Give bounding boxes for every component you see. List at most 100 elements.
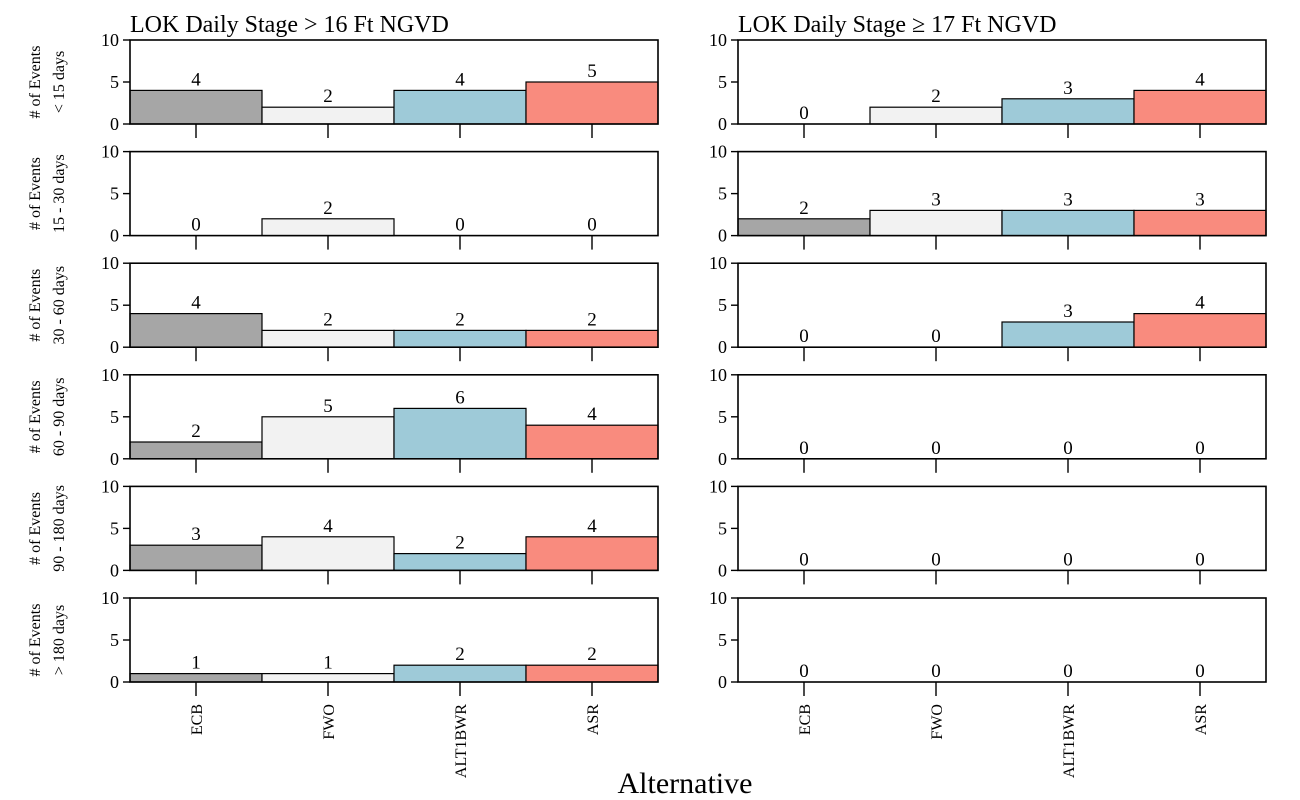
bar-ecb xyxy=(129,313,263,348)
y-tick-label: 0 xyxy=(718,672,727,692)
y-tick-label: 10 xyxy=(709,253,727,273)
bar-asr xyxy=(1133,89,1267,125)
y-tick-label: 10 xyxy=(101,142,119,162)
bar-value-label: 4 xyxy=(191,293,201,314)
bar-value-label: 3 xyxy=(931,189,941,210)
plot-frame xyxy=(737,373,1267,460)
panel-title-0: LOK Daily Stage > 16 Ft NGVD xyxy=(130,12,449,38)
bar-value-label: 0 xyxy=(931,549,941,570)
bar-value-label: 2 xyxy=(191,421,201,442)
bar-fwo xyxy=(261,672,395,683)
y-tick-label: 5 xyxy=(110,407,119,427)
y-tick-label: 10 xyxy=(101,476,119,496)
panel-r2-c1: 0 0 3 4 0 5 10 xyxy=(709,253,1267,362)
y-tick-label: 10 xyxy=(101,30,119,50)
x-tick-label-asr: ASR xyxy=(1193,704,1210,735)
panel-title-1: LOK Daily Stage ≥ 17 Ft NGVD xyxy=(738,12,1056,38)
y-tick-label: 0 xyxy=(718,560,727,580)
bar-value-label: 2 xyxy=(455,533,465,554)
bar-value-label: 0 xyxy=(931,438,941,459)
y-axis-label-row-4: # of Events 90 - 180 days xyxy=(27,485,68,572)
bar-value-label: 4 xyxy=(1195,293,1205,314)
bar-value-label: 3 xyxy=(1063,78,1073,99)
bar-value-label: 2 xyxy=(323,86,333,107)
bar-value-label: 2 xyxy=(587,309,597,330)
bar-value-label: 0 xyxy=(799,438,809,459)
panel-r4-c0: 3 4 2 4 0 5 10 xyxy=(101,476,659,585)
plot-frame xyxy=(737,597,1267,683)
y-tick-label: 5 xyxy=(718,72,727,92)
y-axis-label-duration: 30 - 60 days xyxy=(51,266,68,345)
y-tick-label: 0 xyxy=(110,672,119,692)
bar-value-label: 4 xyxy=(455,69,465,90)
bar-value-label: 3 xyxy=(1063,301,1073,322)
y-axis-label-duration: 90 - 180 days xyxy=(51,485,68,572)
bar-value-label: 4 xyxy=(323,516,333,537)
y-tick-label: 5 xyxy=(718,184,727,204)
panel-r5-c1: 0 0 0 0 0 5 10 xyxy=(709,588,1267,696)
bar-value-label: 0 xyxy=(587,215,597,236)
y-tick-label: 5 xyxy=(110,184,119,204)
bar-value-label: 5 xyxy=(587,61,597,82)
bar-value-label: 6 xyxy=(455,387,465,408)
panel-r3-c1: 0 0 0 0 0 5 10 xyxy=(709,365,1267,473)
x-tick-label-fwo: FWO xyxy=(321,704,338,740)
y-tick-label: 5 xyxy=(718,407,727,427)
x-tick-label-alt1bwr: ALT1BWR xyxy=(1061,704,1078,778)
bar-alt1bwr xyxy=(393,552,527,571)
bar-value-label: 0 xyxy=(1063,661,1073,682)
bar-value-label: 5 xyxy=(323,396,333,417)
panel-r4-c1: 0 0 0 0 0 5 10 xyxy=(709,476,1267,585)
bar-value-label: 0 xyxy=(799,326,809,347)
y-axis-label-main: # of Events xyxy=(27,604,44,677)
bar-fwo xyxy=(261,106,395,125)
y-axis-label-duration: > 180 days xyxy=(51,605,68,675)
y-tick-label: 5 xyxy=(718,518,727,538)
y-axis-label-row-2: # of Events 30 - 60 days xyxy=(27,266,68,345)
bar-value-label: 2 xyxy=(455,309,465,330)
bar-value-label: 0 xyxy=(931,661,941,682)
bar-value-label: 2 xyxy=(323,309,333,330)
bar-value-label: 0 xyxy=(799,661,809,682)
y-tick-label: 5 xyxy=(718,630,727,650)
bar-alt1bwr xyxy=(1001,321,1135,348)
bar-ecb xyxy=(129,441,263,460)
bar-fwo xyxy=(261,329,395,348)
plot-frame xyxy=(737,485,1267,572)
bar-value-label: 2 xyxy=(455,644,465,665)
y-axis-label-row-0: # of Events < 15 days xyxy=(27,46,68,119)
bar-value-label: 0 xyxy=(1063,549,1073,570)
y-tick-label: 0 xyxy=(110,226,119,246)
bar-value-label: 0 xyxy=(799,103,809,124)
bar-fwo xyxy=(261,416,395,460)
bar-alt1bwr xyxy=(1001,98,1135,125)
y-axis-label-duration: 60 - 90 days xyxy=(51,377,68,456)
y-axis-label-duration: 15 - 30 days xyxy=(51,154,68,233)
panel-r1-c0: 0 2 0 0 0 5 10 xyxy=(101,142,659,250)
bar-value-label: 4 xyxy=(587,404,597,425)
y-tick-label: 10 xyxy=(101,588,119,608)
bar-value-label: 4 xyxy=(1195,69,1205,90)
bar-value-label: 0 xyxy=(1195,549,1205,570)
bar-ecb xyxy=(129,672,263,683)
bar-alt1bwr xyxy=(393,89,527,125)
panel-r0-c1: 0 2 3 4 0 5 10 xyxy=(709,30,1267,138)
bar-fwo xyxy=(869,209,1003,237)
y-tick-label: 0 xyxy=(110,114,119,134)
y-tick-label: 10 xyxy=(709,476,727,496)
y-tick-label: 5 xyxy=(110,295,119,315)
y-axis-label-main: # of Events xyxy=(27,380,44,453)
x-tick-label-alt1bwr: ALT1BWR xyxy=(453,704,470,778)
bar-asr xyxy=(525,81,659,125)
y-tick-label: 0 xyxy=(718,114,727,134)
panel-r5-c0: 1 1 2 2 0 5 10 xyxy=(101,588,659,696)
panel-r2-c0: 4 2 2 2 0 5 10 xyxy=(101,253,659,362)
x-tick-label-ecb: ECB xyxy=(797,704,814,735)
bar-value-label: 0 xyxy=(931,326,941,347)
y-tick-label: 10 xyxy=(709,588,727,608)
y-tick-label: 0 xyxy=(718,449,727,469)
bar-fwo xyxy=(869,106,1003,125)
y-axis-label-main: # of Events xyxy=(27,157,44,230)
y-tick-label: 0 xyxy=(110,449,119,469)
